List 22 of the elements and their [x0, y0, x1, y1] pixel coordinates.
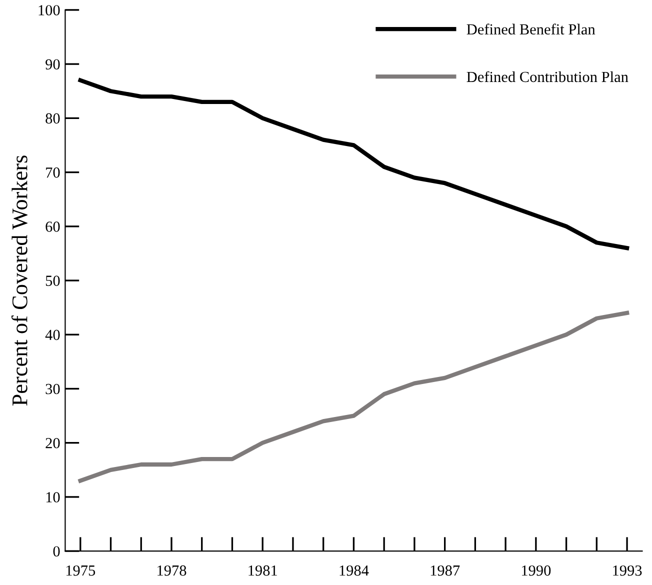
y-tick-label: 80	[46, 113, 60, 124]
x-tick-label: 1975	[66, 565, 96, 576]
x-tick-label: 1993	[613, 565, 642, 576]
y-axis-title: Percent of Covered Workers	[11, 156, 28, 406]
y-tick-label: 90	[46, 59, 60, 70]
y-tick-label: 20	[46, 438, 60, 448]
legend-label: Defined Contribution Plan	[466, 71, 628, 82]
x-tick-label: 1981	[248, 565, 277, 576]
x-tick-label: 1987	[430, 565, 460, 576]
y-tick-label: 10	[46, 492, 60, 502]
y-tick-label: 60	[46, 222, 60, 232]
y-tick-label: 30	[46, 384, 60, 394]
x-tick-label: 1978	[158, 565, 186, 576]
y-tick-label: 70	[46, 167, 60, 178]
y-tick-label: 50	[46, 276, 60, 286]
legend-label: Defined Benefit Plan	[466, 24, 596, 35]
y-tick-label: 100	[38, 5, 60, 16]
y-tick-label: 0	[53, 546, 60, 557]
x-tick-label: 1984	[340, 565, 369, 576]
x-tick-label: 1990	[522, 565, 551, 576]
y-tick-label: 40	[45, 330, 60, 340]
line-series	[78, 310, 630, 483]
